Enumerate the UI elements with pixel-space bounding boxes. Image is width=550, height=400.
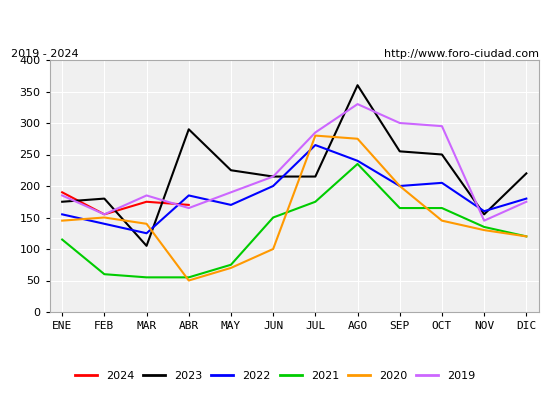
Text: Evolucion Nº Turistas Extranjeros en el municipio de Cercedilla: Evolucion Nº Turistas Extranjeros en el … <box>6 16 544 31</box>
Text: http://www.foro-ciudad.com: http://www.foro-ciudad.com <box>384 49 539 59</box>
Legend: 2024, 2023, 2022, 2021, 2020, 2019: 2024, 2023, 2022, 2021, 2020, 2019 <box>70 366 480 386</box>
Text: 2019 - 2024: 2019 - 2024 <box>11 49 79 59</box>
